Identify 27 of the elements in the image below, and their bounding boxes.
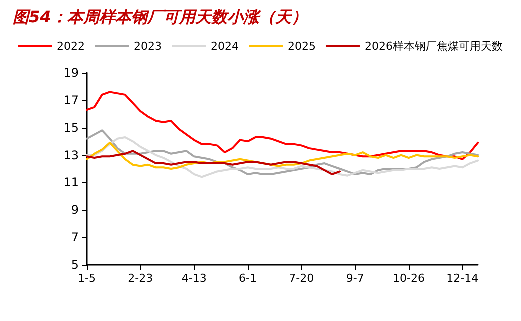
legend-label: 2022 <box>57 40 86 53</box>
legend-label: 2024 <box>211 40 240 53</box>
legend-label: 2025 <box>288 40 316 53</box>
line-series <box>86 130 479 176</box>
x-tick-label: 2-23 <box>128 272 154 285</box>
line-series <box>86 142 479 170</box>
y-tick-label: 9 <box>71 203 79 218</box>
x-tick-label: 6-1 <box>239 272 257 285</box>
y-tick-label: 13 <box>64 148 79 162</box>
y-tick-label: 17 <box>64 93 79 108</box>
line-series <box>86 91 479 160</box>
legend-label: 2023 <box>134 40 162 53</box>
x-tick-label: 1-5 <box>78 272 96 285</box>
x-tick-label: 9-7 <box>346 272 364 285</box>
y-tick-label: 19 <box>64 66 79 80</box>
y-tick-label: 15 <box>64 120 79 135</box>
chart-title: 图54：本周样本钢厂可用天数小涨（天） <box>13 8 308 26</box>
y-tick-label: 5 <box>71 258 79 272</box>
y-tick-label: 7 <box>71 230 79 245</box>
line-series <box>86 136 479 178</box>
x-tick-label: 12-14 <box>446 272 479 285</box>
legend-label: 2026样本钢厂焦煤可用天数 <box>364 40 503 53</box>
y-tick-label: 11 <box>64 176 79 190</box>
x-tick-label: 10-26 <box>393 272 425 285</box>
x-tick-label: 4-13 <box>182 272 207 285</box>
x-tick-label: 7-20 <box>289 272 314 285</box>
line-series <box>86 150 341 176</box>
